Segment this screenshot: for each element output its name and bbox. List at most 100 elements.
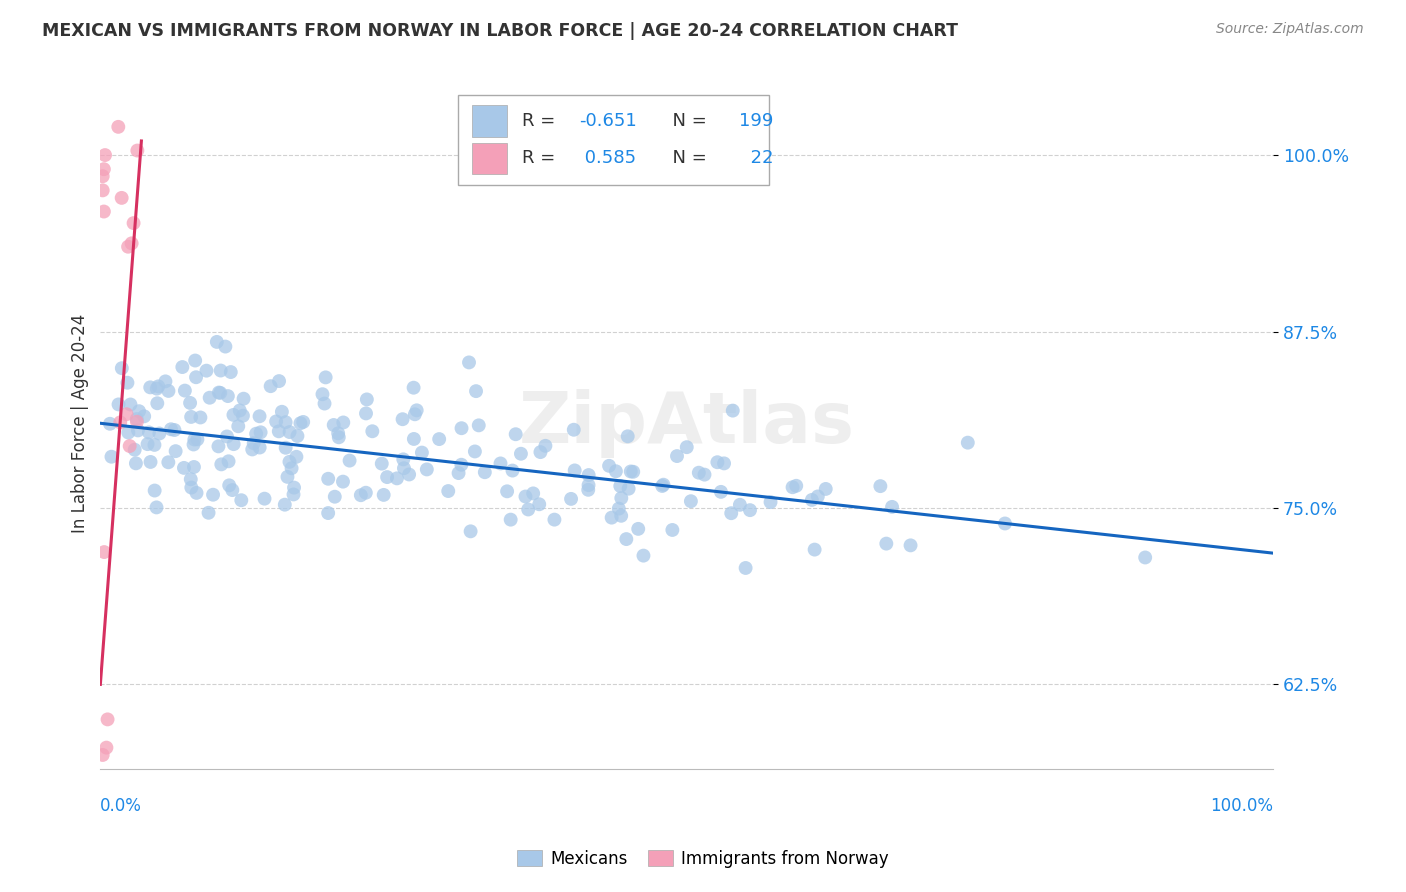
Point — [693, 467, 716, 482]
Point — [994, 516, 1017, 531]
Point — [128, 404, 150, 418]
Point — [180, 472, 202, 486]
Point — [91, 169, 114, 184]
Point — [371, 457, 394, 471]
Point — [121, 236, 143, 251]
Point — [180, 481, 202, 495]
Text: 199: 199 — [740, 112, 773, 130]
Point — [460, 524, 482, 539]
Point — [173, 384, 195, 398]
Point — [226, 419, 249, 434]
Point — [214, 340, 236, 354]
Point — [197, 506, 219, 520]
Point — [405, 403, 427, 417]
Text: 22: 22 — [740, 149, 773, 168]
Point — [186, 486, 208, 500]
Point — [416, 462, 439, 476]
Point — [117, 240, 139, 254]
Point — [125, 456, 148, 470]
Point — [122, 216, 145, 230]
Point — [710, 484, 733, 499]
Point — [94, 148, 117, 162]
Point — [489, 457, 512, 471]
Point — [107, 397, 129, 411]
Text: R =: R = — [523, 149, 561, 168]
Point — [437, 484, 460, 499]
Point — [172, 359, 194, 374]
Point — [117, 425, 139, 440]
Point — [738, 503, 761, 517]
Point — [232, 409, 254, 423]
Point — [679, 494, 702, 508]
Point — [107, 120, 129, 134]
Point — [661, 523, 683, 537]
Point — [179, 396, 201, 410]
Point — [474, 465, 496, 479]
Point — [496, 484, 519, 499]
Point — [785, 479, 807, 493]
Point — [720, 506, 742, 520]
Point — [515, 490, 537, 504]
Point — [614, 532, 637, 546]
Point — [97, 712, 120, 726]
Point — [127, 424, 149, 438]
Point — [375, 470, 398, 484]
Point — [217, 389, 239, 403]
Point — [117, 376, 139, 390]
Point — [198, 391, 221, 405]
Point — [311, 387, 333, 401]
Point — [292, 415, 315, 429]
Point — [385, 471, 408, 485]
Point — [148, 426, 170, 441]
Point — [264, 414, 287, 428]
Point — [202, 488, 225, 502]
Point — [276, 470, 298, 484]
Point — [183, 433, 205, 447]
Point — [125, 412, 148, 426]
Point — [450, 421, 472, 435]
Point — [721, 403, 744, 417]
Point — [404, 407, 426, 421]
Point — [323, 490, 346, 504]
Text: 0.585: 0.585 — [579, 149, 636, 168]
Point — [800, 492, 823, 507]
Text: -0.651: -0.651 — [579, 112, 637, 130]
Point — [278, 455, 301, 469]
Point — [120, 397, 142, 411]
Point — [180, 409, 202, 424]
Point — [259, 379, 281, 393]
Point — [807, 490, 830, 504]
Point — [274, 441, 297, 455]
Point — [157, 455, 180, 469]
Point — [510, 447, 533, 461]
Point — [93, 545, 115, 559]
Point — [145, 500, 167, 515]
Point — [143, 483, 166, 498]
Point — [651, 479, 673, 493]
Point — [195, 364, 218, 378]
Point — [287, 429, 309, 443]
Point — [138, 425, 160, 440]
Point — [759, 495, 782, 509]
Point — [173, 461, 195, 475]
Point — [278, 425, 301, 439]
Point — [803, 542, 825, 557]
Point — [96, 740, 118, 755]
Point — [283, 487, 305, 501]
Point — [110, 416, 132, 430]
Point — [115, 407, 138, 421]
Point — [91, 183, 114, 197]
Point — [502, 464, 524, 478]
Point — [125, 415, 148, 429]
Point — [283, 481, 305, 495]
Point — [231, 493, 253, 508]
Point — [617, 482, 640, 496]
Point — [339, 453, 361, 467]
Point — [688, 466, 710, 480]
Point — [869, 479, 891, 493]
Point — [267, 425, 290, 439]
Point — [505, 427, 527, 442]
Point — [734, 561, 756, 575]
FancyBboxPatch shape — [458, 95, 769, 185]
Text: 0.0%: 0.0% — [100, 797, 142, 814]
